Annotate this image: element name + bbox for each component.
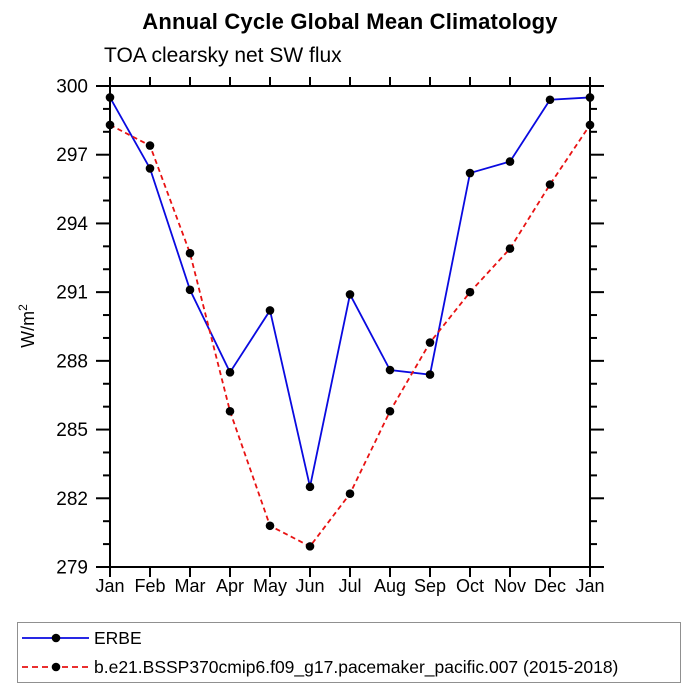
y-tick-label: 300: [56, 77, 88, 98]
data-point: [105, 120, 115, 130]
y-tick-label: 282: [56, 489, 88, 510]
data-point: [585, 93, 595, 102]
x-tick-label: Nov: [494, 576, 526, 596]
x-tick-label: Aug: [374, 576, 406, 596]
data-point: [145, 141, 155, 150]
legend-label-erbe: ERBE: [94, 627, 142, 648]
series-markers: [105, 93, 595, 551]
data-point: [225, 406, 235, 416]
data-point: [185, 248, 195, 258]
x-tick-label: Dec: [534, 576, 566, 596]
x-tick-label: Sep: [414, 576, 446, 596]
axis-ticks: [96, 77, 604, 577]
x-tick-label: Apr: [216, 576, 244, 596]
data-point: [425, 338, 435, 347]
y-tick-label: 297: [56, 145, 88, 166]
chart-title: Annual Cycle Global Mean Climatology: [142, 9, 558, 34]
data-point: [425, 370, 435, 379]
data-point: [465, 287, 475, 297]
data-point: [265, 306, 275, 315]
chart-subtitle: TOA clearsky net SW flux: [104, 44, 342, 67]
x-tick-label: May: [253, 576, 287, 596]
data-point: [545, 180, 555, 189]
data-point: [545, 95, 555, 105]
data-point: [305, 542, 315, 551]
legend-box: ERBE b.e21.BSSP370cmip6.f09_g17.pacemake…: [17, 622, 681, 683]
x-tick-label: Jun: [295, 576, 324, 596]
axis-labels: 279 282 285 288 291 294 297 300 Jan Feb Mar Apr May J…: [16, 77, 605, 597]
legend-marker-dot: [51, 633, 61, 643]
x-tick-label: Jan: [95, 576, 124, 596]
y-tick-label: 279: [56, 558, 88, 579]
y-tick-label: 288: [56, 351, 88, 372]
data-point: [105, 93, 115, 102]
x-tick-label: Jul: [338, 576, 361, 596]
x-tick-label: Oct: [456, 576, 484, 596]
legend-line-sample-erbe: [22, 633, 89, 643]
data-point: [225, 368, 235, 377]
data-point: [385, 365, 395, 375]
legend-label-model: b.e21.BSSP370cmip6.f09_g17.pacemaker_pac…: [94, 656, 619, 677]
x-tick-label: Feb: [134, 576, 165, 596]
axes-frame: [96, 77, 603, 577]
legend-item-erbe: ERBE: [21, 624, 680, 653]
data-point: [385, 406, 395, 416]
data-point: [585, 120, 595, 130]
data-point: [345, 290, 355, 299]
data-point: [505, 157, 515, 166]
series-lines: [109, 96, 591, 548]
legend-marker-dot: [51, 662, 61, 672]
x-tick-label: Mar: [175, 576, 206, 596]
legend-item-model: b.e21.BSSP370cmip6.f09_g17.pacemaker_pac…: [21, 653, 680, 682]
y-axis-title: W/m2: [16, 304, 38, 348]
data-point: [185, 285, 195, 295]
legend-line-sample-model: [22, 662, 89, 672]
plot-area: 279 282 285 288 291 294 297 300 Jan Feb Mar Apr May J…: [16, 77, 605, 597]
data-point: [465, 168, 475, 178]
data-point: [265, 521, 275, 531]
series-line-1: [109, 124, 591, 548]
y-tick-label: 291: [56, 283, 88, 304]
data-point: [145, 164, 155, 173]
data-point: [305, 482, 315, 492]
data-point: [505, 244, 515, 253]
y-tick-label: 294: [56, 214, 88, 235]
data-point: [345, 489, 355, 499]
x-tick-label: Jan: [575, 576, 604, 596]
y-tick-label: 285: [56, 420, 88, 441]
